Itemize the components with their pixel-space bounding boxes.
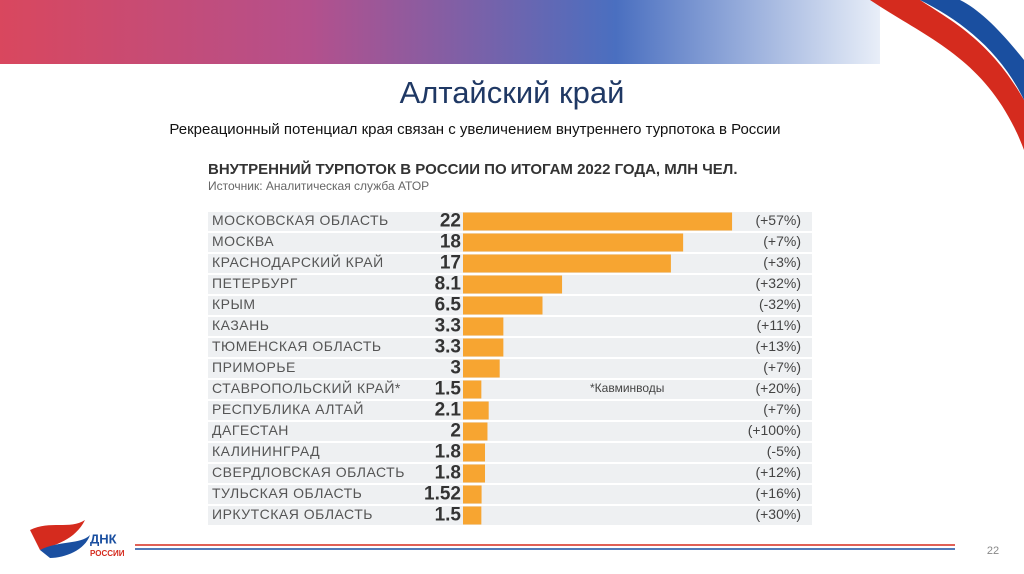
value-label: 8.1 <box>435 274 462 295</box>
change-label: (+11%) <box>757 317 801 333</box>
change-label: (+7%) <box>763 233 801 249</box>
value-label: 6.5 <box>435 295 462 316</box>
value-label: 18 <box>440 232 461 253</box>
slide-subtitle: Рекреационный потенциал края связан с ув… <box>169 121 780 138</box>
change-label: (+57%) <box>755 212 801 228</box>
change-label: (+30%) <box>755 506 801 522</box>
value-label: 3.3 <box>435 337 461 358</box>
value-label: 17 <box>440 253 461 274</box>
logo-text: РОССИИ <box>90 549 125 558</box>
change-label: (+13%) <box>755 338 801 354</box>
row-background <box>208 317 812 336</box>
row-background <box>208 338 812 357</box>
bar <box>463 380 482 399</box>
bar <box>463 212 733 231</box>
bar <box>463 443 486 462</box>
slide-title: Алтайский край <box>400 75 625 110</box>
row-background <box>208 359 812 378</box>
change-label: (+32%) <box>755 275 801 291</box>
value-label: 1.5 <box>435 379 462 400</box>
category-label: СВЕРДЛОВСКАЯ ОБЛАСТЬ <box>212 464 405 480</box>
change-label: (+20%) <box>755 380 801 396</box>
value-label: 2 <box>450 421 461 442</box>
bar <box>463 422 488 441</box>
row-background <box>208 464 812 483</box>
category-label: КАЛИНИНГРАД <box>212 443 320 459</box>
bar <box>463 233 684 252</box>
value-label: 1.8 <box>435 463 461 484</box>
category-label: КРЫМ <box>212 296 256 312</box>
page-number: 22 <box>987 545 999 557</box>
chart-source: Источник: Аналитическая служба АТОР <box>208 179 429 193</box>
bar <box>463 506 482 525</box>
value-label: 1.5 <box>435 505 462 526</box>
value-label: 1.52 <box>424 484 461 505</box>
bar <box>463 296 543 315</box>
change-label: (-32%) <box>759 296 801 312</box>
change-label: (+3%) <box>763 254 801 270</box>
value-label: 2.1 <box>435 400 462 421</box>
change-label: (+7%) <box>763 401 801 417</box>
category-label: СТАВРОПОЛЬСКИЙ КРАЙ* <box>212 379 401 396</box>
category-label: КАЗАНЬ <box>212 317 269 333</box>
row-background <box>208 443 812 462</box>
change-label: (+100%) <box>748 422 801 438</box>
bar <box>463 359 500 378</box>
change-label: (+7%) <box>763 359 801 375</box>
row-background <box>208 485 812 504</box>
category-label: КРАСНОДАРСКИЙ КРАЙ <box>212 253 384 270</box>
category-label: ДАГЕСТАН <box>212 422 289 438</box>
category-label: ТЮМЕНСКАЯ ОБЛАСТЬ <box>212 338 382 354</box>
chart: МОСКОВСКАЯ ОБЛАСТЬ 22 (+57%) МОСКВА 18 (+7%) К… <box>208 211 812 526</box>
logo-mark <box>30 520 85 550</box>
logo-mark <box>40 535 90 558</box>
annotation: *Кавминводы <box>590 381 664 395</box>
bar <box>463 485 482 504</box>
value-label: 3.3 <box>435 316 461 337</box>
row-background <box>208 380 812 399</box>
change-label: (+16%) <box>755 485 801 501</box>
category-label: ТУЛЬСКАЯ ОБЛАСТЬ <box>212 485 362 501</box>
row-background <box>208 422 812 441</box>
value-label: 3 <box>450 358 461 379</box>
category-label: РЕСПУБЛИКА АЛТАЙ <box>212 400 364 417</box>
change-label: (+12%) <box>755 464 801 480</box>
bar <box>463 401 489 420</box>
flag-swoosh <box>870 0 1024 150</box>
row-background <box>208 401 812 420</box>
category-label: МОСКОВСКАЯ ОБЛАСТЬ <box>212 212 389 228</box>
flag-swoosh <box>920 0 1024 100</box>
category-label: МОСКВА <box>212 233 274 249</box>
category-label: ПРИМОРЬЕ <box>212 359 296 375</box>
bar <box>463 275 563 294</box>
category-label: ИРКУТСКАЯ ОБЛАСТЬ <box>212 506 373 522</box>
change-label: (-5%) <box>767 443 801 459</box>
bar <box>463 317 504 336</box>
bar <box>463 254 671 273</box>
value-label: 22 <box>440 211 461 232</box>
chart-title: ВНУТРЕННИЙ ТУРПОТОК В РОССИИ ПО ИТОГАМ 2… <box>208 160 738 178</box>
bar <box>463 464 486 483</box>
logo-text: ДНК <box>90 531 117 546</box>
category-label: ПЕТЕРБУРГ <box>212 275 298 291</box>
bar <box>463 338 504 357</box>
header-band <box>0 0 880 64</box>
row-background <box>208 506 812 525</box>
value-label: 1.8 <box>435 442 461 463</box>
